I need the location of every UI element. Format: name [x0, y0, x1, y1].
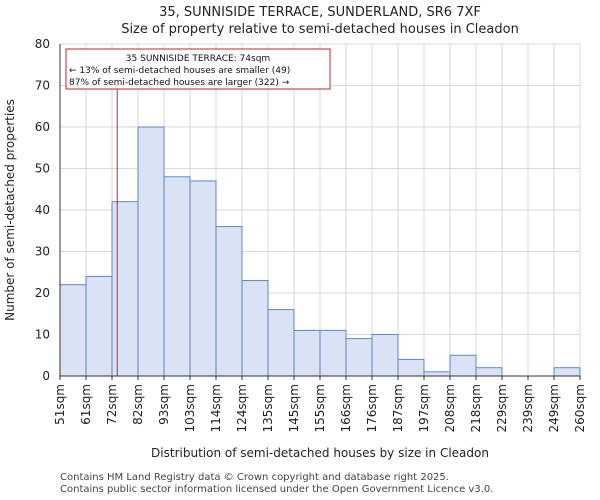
x-tick-label: 208sqm	[443, 384, 457, 432]
bar	[397, 358, 425, 377]
x-tick-label: 239sqm	[521, 384, 535, 432]
y-axis-label: Number of semi-detached properties	[3, 99, 17, 321]
x-tick-label: 229sqm	[495, 384, 509, 432]
y-tick-label: 10	[35, 328, 50, 342]
footer-line-1: Contains HM Land Registry data © Crown c…	[60, 472, 449, 483]
bar	[59, 284, 87, 377]
annotation: 35 SUNNISIDE TERRACE: 74sqm ← 13% of sem…	[65, 48, 331, 90]
x-tick-label: 249sqm	[547, 384, 561, 432]
bar	[423, 371, 451, 377]
x-tick-label: 93sqm	[157, 384, 171, 425]
x-tick-label: 197sqm	[417, 384, 431, 432]
x-tick-label: 145sqm	[287, 384, 301, 432]
x-axis-label: Distribution of semi-detached houses by …	[151, 446, 489, 460]
bar	[241, 280, 269, 377]
chart-title: 35, SUNNISIDE TERRACE, SUNDERLAND, SR6 7…	[159, 5, 481, 20]
annotation-line-2: ← 13% of semi-detached houses are smalle…	[69, 66, 290, 76]
bar	[345, 338, 373, 377]
bar	[319, 329, 347, 377]
x-tick-label: 82sqm	[131, 384, 145, 425]
x-tick-label: 176sqm	[365, 384, 379, 432]
x-tick-label: 166sqm	[339, 384, 353, 432]
bar	[267, 309, 295, 377]
x-tick-label: 124sqm	[235, 384, 249, 432]
annotation-line-1: 35 SUNNISIDE TERRACE: 74sqm	[126, 54, 270, 64]
axes: 0 10 20 30 40 50 60 70 80 51sqm 61sqm 72sqm 82sqm 93s…	[35, 37, 587, 432]
y-tick-label: 80	[35, 37, 50, 51]
bar	[371, 334, 399, 377]
bar	[293, 329, 321, 377]
y-tick-label: 60	[35, 120, 50, 134]
bar	[189, 180, 217, 377]
x-tick-label: 103sqm	[183, 384, 197, 432]
chart-subtitle: Size of property relative to semi-detach…	[121, 22, 519, 37]
x-tick-label: 61sqm	[79, 384, 93, 425]
x-tick-label: 135sqm	[261, 384, 275, 432]
bars	[59, 126, 581, 377]
bar	[137, 126, 165, 377]
y-tick-label: 70	[35, 79, 50, 93]
x-tick-label: 72sqm	[105, 384, 119, 425]
x-tick-label: 155sqm	[313, 384, 327, 432]
y-tick-label: 50	[35, 162, 50, 176]
y-tick-label: 30	[35, 245, 50, 259]
x-tick-label: 187sqm	[391, 384, 405, 432]
footer-line-2: Contains public sector information licen…	[60, 484, 494, 495]
x-tick-label: 260sqm	[573, 384, 587, 432]
x-tick-label: 51sqm	[53, 384, 67, 425]
bar	[475, 367, 503, 377]
bar	[85, 275, 113, 377]
x-tick-label: 218sqm	[469, 384, 483, 432]
bar	[553, 367, 581, 377]
bar	[163, 176, 191, 377]
y-tick-label: 40	[35, 203, 50, 217]
bar	[215, 226, 243, 377]
bar	[449, 354, 477, 377]
annotation-line-3: 87% of semi-detached houses are larger (…	[69, 78, 290, 88]
x-tick-label: 114sqm	[209, 384, 223, 432]
bar	[111, 201, 139, 377]
y-tick-label: 20	[35, 286, 50, 300]
annotation-box	[65, 48, 331, 90]
y-tick-label: 0	[42, 369, 50, 383]
